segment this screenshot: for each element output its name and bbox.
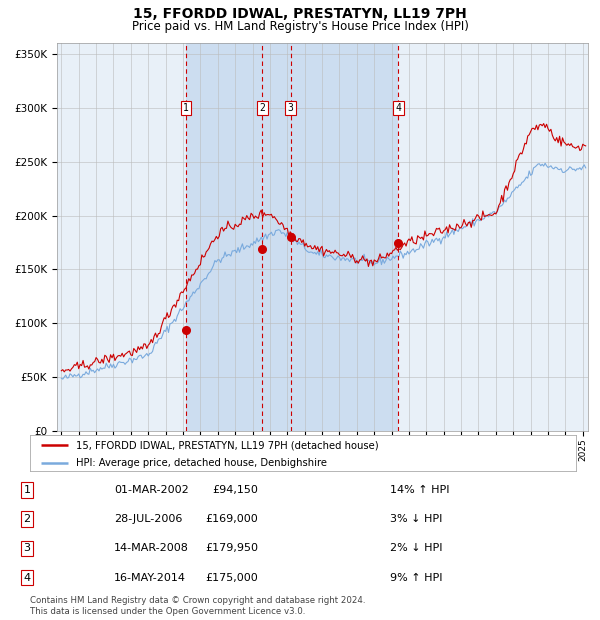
Text: £94,150: £94,150 — [212, 485, 258, 495]
Text: 2: 2 — [260, 103, 265, 113]
Text: HPI: Average price, detached house, Denbighshire: HPI: Average price, detached house, Denb… — [76, 458, 328, 468]
Text: 01-MAR-2002: 01-MAR-2002 — [114, 485, 189, 495]
Text: 2: 2 — [23, 514, 31, 525]
Text: 28-JUL-2006: 28-JUL-2006 — [114, 514, 182, 525]
Text: 3: 3 — [23, 543, 31, 554]
Bar — [186, 43, 398, 431]
Text: £175,000: £175,000 — [205, 572, 258, 583]
Text: £179,950: £179,950 — [205, 543, 258, 554]
Text: 1: 1 — [23, 485, 31, 495]
Text: 2% ↓ HPI: 2% ↓ HPI — [390, 543, 443, 554]
Text: 3% ↓ HPI: 3% ↓ HPI — [390, 514, 442, 525]
Text: 15, FFORDD IDWAL, PRESTATYN, LL19 7PH (detached house): 15, FFORDD IDWAL, PRESTATYN, LL19 7PH (d… — [76, 440, 379, 450]
Text: 3: 3 — [288, 103, 294, 113]
Text: Contains HM Land Registry data © Crown copyright and database right 2024.
This d: Contains HM Land Registry data © Crown c… — [30, 596, 365, 616]
Text: 1: 1 — [183, 103, 189, 113]
Text: 15, FFORDD IDWAL, PRESTATYN, LL19 7PH: 15, FFORDD IDWAL, PRESTATYN, LL19 7PH — [133, 7, 467, 22]
Text: 14-MAR-2008: 14-MAR-2008 — [114, 543, 189, 554]
Text: £169,000: £169,000 — [205, 514, 258, 525]
Text: 9% ↑ HPI: 9% ↑ HPI — [390, 572, 443, 583]
Text: 4: 4 — [23, 572, 31, 583]
Text: 16-MAY-2014: 16-MAY-2014 — [114, 572, 186, 583]
Text: 14% ↑ HPI: 14% ↑ HPI — [390, 485, 449, 495]
Text: 4: 4 — [395, 103, 401, 113]
Text: Price paid vs. HM Land Registry's House Price Index (HPI): Price paid vs. HM Land Registry's House … — [131, 20, 469, 33]
